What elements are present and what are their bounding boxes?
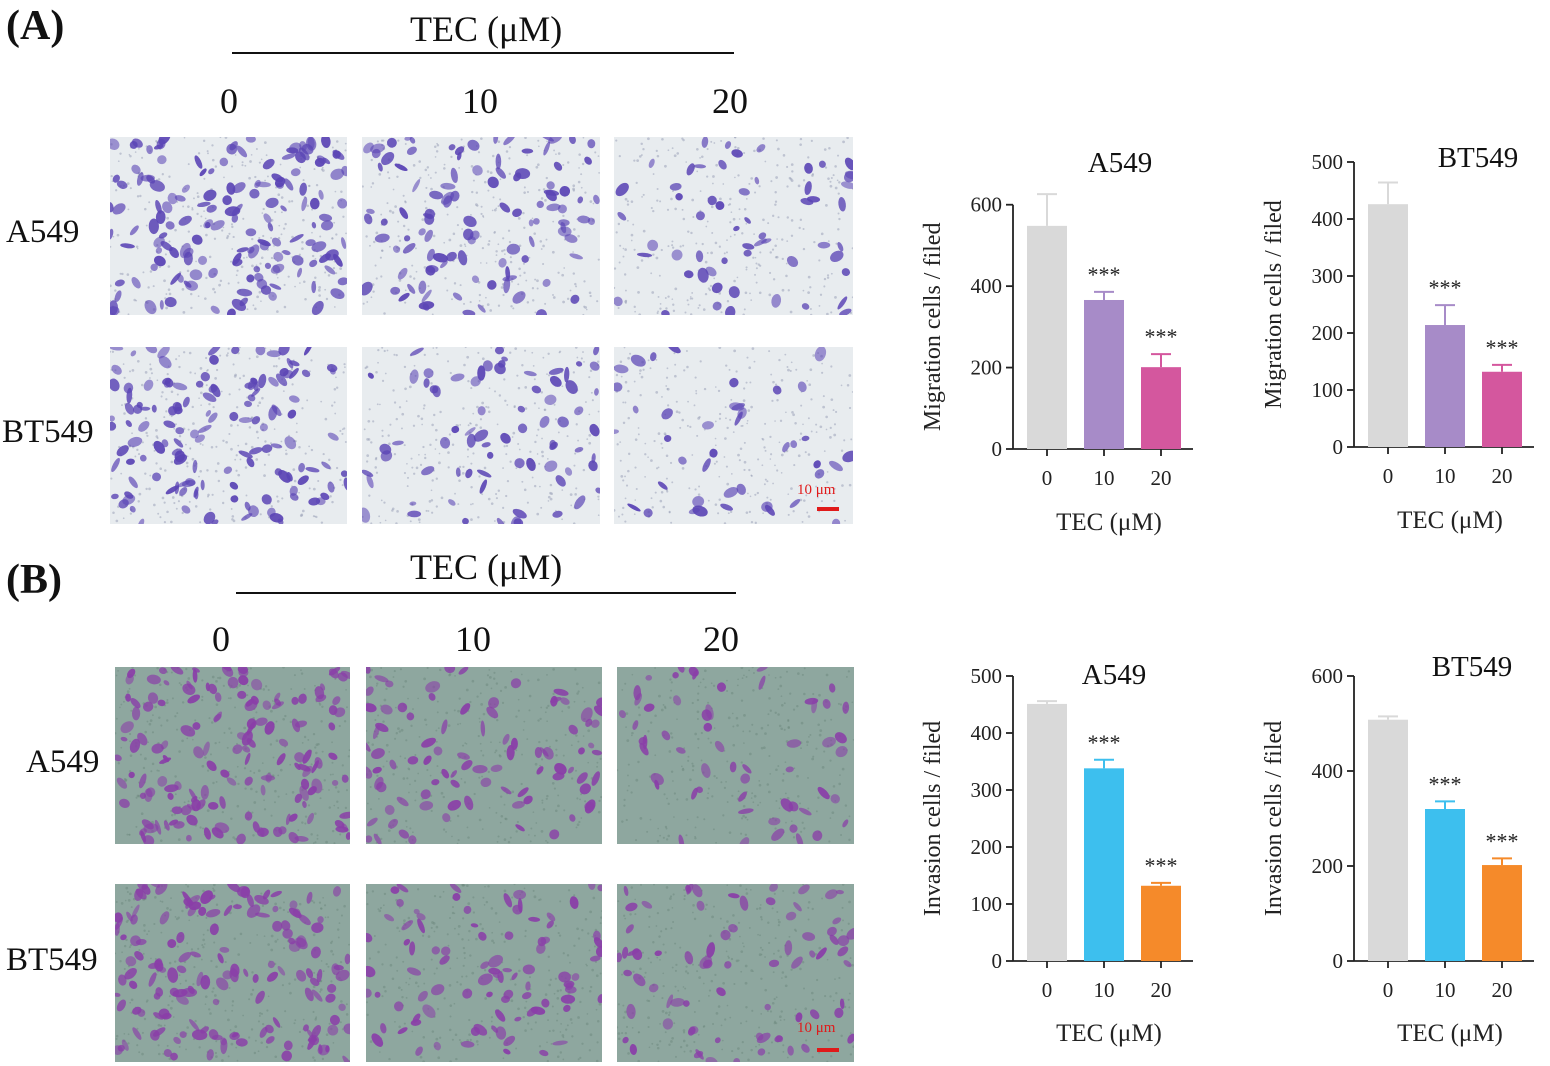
y-tick-label: 400 [1312, 207, 1344, 231]
significance-label: *** [1486, 828, 1519, 853]
migration-micrograph [614, 347, 853, 524]
chart-title: A549 [1088, 147, 1152, 179]
chart-title: BT549 [1432, 651, 1513, 683]
y-tick-label: 100 [971, 892, 1003, 916]
bar [1425, 325, 1465, 447]
migration-micrograph [110, 347, 347, 524]
y-tick-label: 100 [1312, 378, 1344, 402]
y-tick-label: 500 [971, 664, 1003, 688]
panel-a-row-bt549: BT549 [2, 414, 94, 450]
x-tick-label: 20 [1492, 978, 1513, 1002]
panel-b-col-0: 0 [212, 619, 230, 659]
invasion-micrograph [366, 884, 602, 1062]
y-axis-label: Migration cells / filed [1261, 200, 1287, 409]
y-tick-label: 500 [1312, 150, 1344, 174]
migration-micrograph [362, 347, 600, 524]
bar [1027, 225, 1067, 449]
y-tick-label: 0 [992, 949, 1003, 973]
significance-label: *** [1088, 262, 1121, 287]
bar [1425, 809, 1465, 961]
bar [1141, 885, 1181, 961]
invasion-micrograph [617, 884, 854, 1062]
x-tick-label: 20 [1151, 978, 1172, 1002]
x-tick-label: 10 [1094, 978, 1115, 1002]
y-tick-label: 300 [1312, 264, 1344, 288]
significance-label: *** [1145, 324, 1178, 349]
panel-b-concentration-header: TEC (μM) [410, 547, 563, 587]
y-axis-label: Invasion cells / filed [920, 721, 946, 916]
x-tick-label: 0 [1383, 464, 1394, 488]
bar [1482, 371, 1522, 447]
bar [1368, 204, 1408, 447]
y-tick-label: 0 [1333, 949, 1344, 973]
significance-label: *** [1429, 771, 1462, 796]
panel-b-scale-bar-label: 10 μm [797, 1020, 836, 1036]
bar [1084, 768, 1124, 961]
x-tick-label: 10 [1435, 978, 1456, 1002]
y-tick-label: 200 [971, 835, 1003, 859]
panel-b-col-10: 10 [455, 619, 491, 659]
bar [1368, 719, 1408, 961]
migration-micrograph [614, 137, 853, 315]
migration-micrograph [110, 137, 347, 315]
y-tick-label: 300 [971, 778, 1003, 802]
panel-a-col-20: 20 [712, 81, 748, 121]
invasion-micrograph [115, 884, 350, 1062]
panel-a-scale-bar [817, 507, 839, 511]
x-axis-label: TEC (μM) [1056, 1020, 1162, 1047]
y-tick-label: 400 [971, 721, 1003, 745]
chart-title: BT549 [1438, 142, 1519, 174]
invasion-micrograph [617, 667, 854, 844]
panel-a-scale-bar-label: 10 μm [797, 482, 836, 498]
y-axis-label: Migration cells / filed [920, 223, 946, 432]
panel-a-label: (A) [6, 3, 65, 49]
x-tick-label: 20 [1151, 466, 1172, 490]
invasion-micrograph [115, 667, 350, 844]
panel-b-row-a549: A549 [26, 744, 100, 780]
panel-b-scale-bar [817, 1048, 839, 1052]
y-tick-label: 200 [1312, 321, 1344, 345]
bar [1141, 367, 1181, 449]
y-tick-label: 400 [1312, 759, 1344, 783]
significance-label: *** [1145, 853, 1178, 878]
bar [1084, 299, 1124, 449]
panel-a-concentration-header: TEC (μM) [410, 9, 563, 49]
significance-label: *** [1486, 335, 1519, 360]
panel-a-row-a549: A549 [6, 214, 80, 250]
panel-b-header-rule [236, 592, 736, 594]
y-tick-label: 0 [1333, 435, 1344, 459]
x-tick-label: 10 [1094, 466, 1115, 490]
y-axis-label: Invasion cells / filed [1261, 721, 1287, 916]
panel-b-label: (B) [6, 557, 62, 603]
significance-label: *** [1429, 275, 1462, 300]
x-axis-label: TEC (μM) [1397, 507, 1503, 534]
x-tick-label: 20 [1492, 464, 1513, 488]
bar [1482, 865, 1522, 961]
panel-a-col-10: 10 [462, 81, 498, 121]
panel-b-col-20: 20 [703, 619, 739, 659]
panel-a-header-rule [232, 52, 734, 54]
y-tick-label: 200 [971, 356, 1003, 380]
migration-micrograph [362, 137, 600, 315]
x-tick-label: 0 [1383, 978, 1394, 1002]
y-tick-label: 600 [1312, 664, 1344, 688]
x-tick-label: 0 [1042, 978, 1053, 1002]
y-tick-label: 400 [971, 274, 1003, 298]
x-axis-label: TEC (μM) [1056, 509, 1162, 536]
x-axis-label: TEC (μM) [1397, 1020, 1503, 1047]
panel-a-col-0: 0 [220, 81, 238, 121]
bar [1027, 703, 1067, 961]
chart-title: A549 [1082, 659, 1146, 691]
invasion-micrograph [366, 667, 602, 844]
x-tick-label: 0 [1042, 466, 1053, 490]
y-tick-label: 200 [1312, 854, 1344, 878]
x-tick-label: 10 [1435, 464, 1456, 488]
panel-b-row-bt549: BT549 [6, 942, 98, 978]
y-tick-label: 0 [992, 437, 1003, 461]
significance-label: *** [1088, 730, 1121, 755]
y-tick-label: 600 [971, 193, 1003, 217]
